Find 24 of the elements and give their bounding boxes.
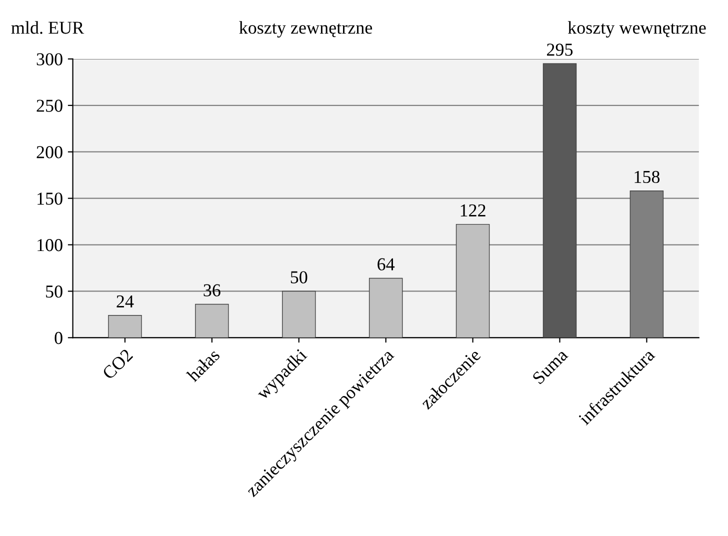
y-tick-label: 50 — [46, 285, 62, 298]
y-tick-label: 0 — [54, 332, 62, 344]
text: koszty zewnętrzne — [239, 21, 372, 38]
y-tick-label: 300 — [36, 53, 62, 66]
data-label: 50 — [290, 271, 308, 284]
bar — [108, 315, 142, 338]
data-label: 158 — [634, 170, 660, 184]
y-tick-label: 250 — [36, 100, 62, 112]
y-tick-label: 100 — [38, 239, 62, 252]
bar — [456, 224, 490, 338]
data-label: 64 — [378, 258, 395, 270]
data-label: 24 — [116, 295, 134, 308]
bar — [542, 63, 577, 338]
data-label: 122 — [460, 204, 486, 216]
y-tick-label: 200 — [36, 146, 62, 158]
data-label: 295 — [547, 44, 573, 56]
data-label: 36 — [204, 284, 220, 296]
y-axis-title: mld. EUR — [11, 21, 84, 34]
x-tick-label: CO2 — [102, 348, 134, 380]
bar — [282, 290, 316, 338]
bar — [368, 278, 403, 338]
bar — [195, 304, 229, 338]
y-tick-label: 150 — [38, 192, 62, 205]
text: koszty wewnętrzne — [568, 21, 706, 38]
